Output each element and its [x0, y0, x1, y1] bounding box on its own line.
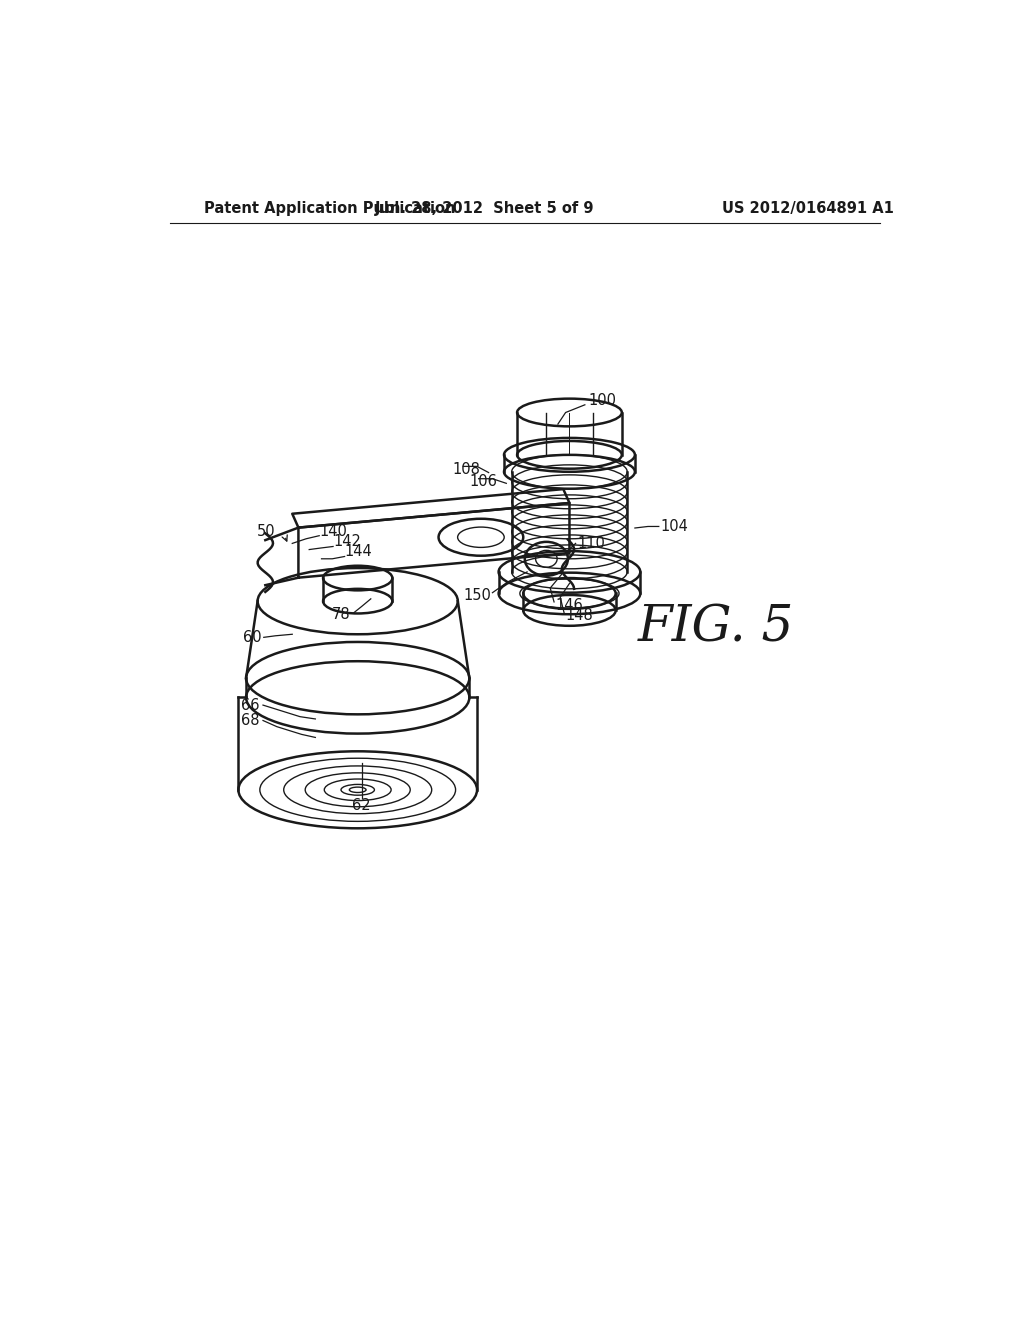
- Text: 146: 146: [556, 598, 584, 612]
- Text: 104: 104: [660, 519, 688, 535]
- Text: 108: 108: [453, 462, 480, 477]
- Text: 140: 140: [319, 524, 347, 539]
- Text: 78: 78: [332, 607, 351, 622]
- Text: 50: 50: [257, 524, 275, 540]
- Text: Jun. 28, 2012  Sheet 5 of 9: Jun. 28, 2012 Sheet 5 of 9: [375, 201, 595, 216]
- Text: 106: 106: [469, 474, 498, 490]
- Text: 150: 150: [463, 589, 490, 603]
- Text: 60: 60: [243, 630, 261, 645]
- Text: US 2012/0164891 A1: US 2012/0164891 A1: [722, 201, 894, 216]
- Text: 68: 68: [242, 713, 260, 729]
- Text: 144: 144: [345, 544, 373, 560]
- Text: Patent Application Publication: Patent Application Publication: [204, 201, 456, 216]
- Text: 148: 148: [565, 609, 593, 623]
- Text: 100: 100: [589, 393, 616, 408]
- Text: 66: 66: [242, 697, 260, 713]
- Text: FIG. 5: FIG. 5: [638, 603, 794, 653]
- Text: 142: 142: [333, 535, 360, 549]
- Text: 62: 62: [352, 797, 371, 813]
- Text: 110: 110: [578, 536, 605, 550]
